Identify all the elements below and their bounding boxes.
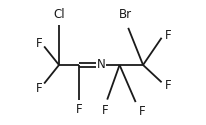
Text: Cl: Cl xyxy=(53,8,64,21)
Text: F: F xyxy=(101,104,108,117)
Text: F: F xyxy=(36,82,42,95)
Text: F: F xyxy=(138,106,144,118)
Text: N: N xyxy=(96,58,105,71)
Text: F: F xyxy=(164,80,170,92)
Text: Br: Br xyxy=(119,8,132,21)
Text: F: F xyxy=(164,29,170,42)
Text: F: F xyxy=(36,38,42,51)
Text: F: F xyxy=(75,103,82,116)
